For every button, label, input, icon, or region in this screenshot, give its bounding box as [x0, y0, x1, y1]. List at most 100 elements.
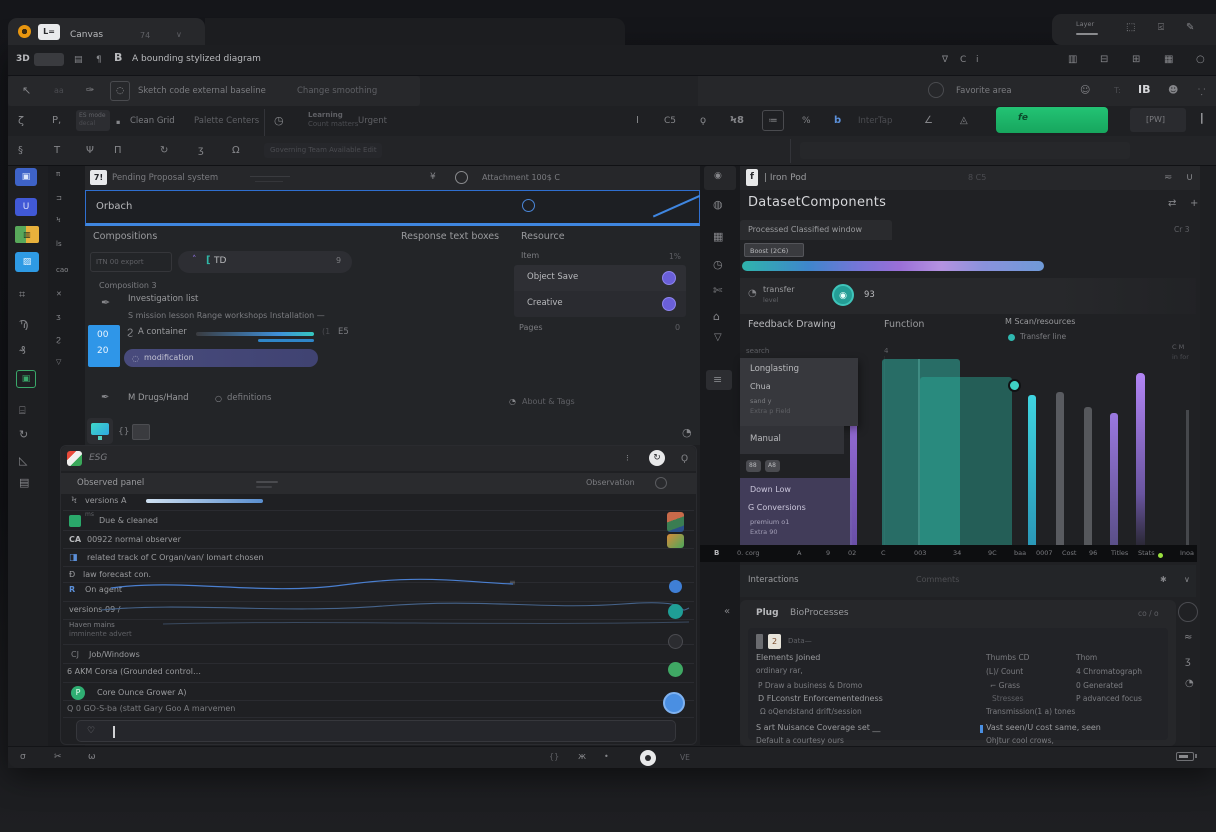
plug-left-row[interactable]: Elements Joined [756, 654, 820, 663]
tab-title[interactable]: Canvas [70, 31, 103, 41]
plug-left-row[interactable]: S art Nuisance Coverage set __ [756, 724, 880, 733]
rail-approx-icon[interactable]: ≈ [1184, 632, 1192, 643]
plug-left-row[interactable]: ordinary rar, [756, 667, 803, 675]
angle-tool-icon[interactable]: ∠ [924, 115, 933, 126]
shear-tool-icon[interactable]: ʒ [198, 145, 204, 156]
plug-right-row-a[interactable]: ⌐ Grass [990, 682, 1020, 690]
menu-item-downlow[interactable]: Down Low [750, 486, 791, 495]
toggle-on-icon[interactable] [662, 271, 676, 285]
menu-item-conversions[interactable]: G Conversions [748, 504, 806, 513]
container-row-label[interactable]: A container [138, 328, 187, 337]
branch-tool-icon[interactable]: Ψ [86, 145, 94, 156]
braces-chip[interactable]: {} [118, 428, 129, 438]
menu-item-chua[interactable]: Chua [750, 383, 771, 392]
bioprocesses-label[interactable]: BioProcesses [790, 609, 849, 619]
columns-icon[interactable]: ▥ [1068, 54, 1077, 65]
resource-footer-label[interactable]: About & Tags [522, 398, 575, 407]
smiley-icon[interactable]: ☺ [1080, 85, 1090, 96]
filter-icon[interactable]: ∇ [942, 55, 948, 65]
grid-icon[interactable]: ⊞ [1132, 54, 1140, 65]
context-menu-top[interactable]: Longlasting Chua sand y Extra p Field [740, 358, 858, 426]
plug-left-row[interactable]: D FLconstr Enforcementedness [758, 695, 883, 704]
print-icon[interactable]: ⊟ [1100, 54, 1108, 65]
pw-chip[interactable]: [PW] [1130, 108, 1186, 132]
console-subheader-left[interactable]: Observed panel [77, 479, 144, 488]
boost-chip[interactable]: Boost (2C6) [744, 243, 804, 257]
context-menu-manual[interactable]: Manual [740, 426, 844, 454]
tool-shape-green-outline[interactable]: ▣ [16, 370, 36, 388]
person-icon[interactable]: ☻ [1168, 85, 1178, 96]
resource-pages-label[interactable]: Pages [519, 324, 543, 333]
layer-tool-label[interactable]: Layer [1076, 21, 1094, 28]
console-row[interactable]: Due & cleaned [99, 517, 158, 526]
blue-b-icon[interactable]: b [834, 115, 841, 126]
ib-button[interactable]: IB [1138, 84, 1150, 96]
menu-chip-88[interactable]: 88 [746, 460, 761, 472]
search-mini-label[interactable]: search [746, 348, 769, 356]
hamburger-icon[interactable]: ≡ [713, 373, 722, 386]
cursor-tool-icon[interactable]: ↖ [22, 84, 31, 97]
bar-cyan-thin[interactable] [1028, 395, 1036, 545]
tool-shape-skyblue[interactable]: ▨ [15, 252, 39, 272]
board-center-icon[interactable] [522, 199, 535, 212]
hash-tool-icon[interactable]: ⌗ [19, 288, 25, 302]
avatar-thumb-multicolor[interactable] [667, 512, 684, 532]
yen-icon[interactable]: ¥ [430, 172, 436, 182]
console-row[interactable]: Job/Windows [89, 651, 140, 660]
console-row[interactable]: related track of C Organ/van/ lomart cho… [87, 554, 264, 563]
outline-icon[interactable]: ▤ [74, 55, 83, 65]
status-badge-blue[interactable] [669, 580, 682, 593]
interactions-label[interactable]: Interactions [748, 576, 799, 585]
tool-shape-blue[interactable]: ▣ [15, 168, 37, 186]
urgent-label[interactable]: Urgent [358, 117, 387, 126]
c5-tool-icon[interactable]: C5 [664, 116, 676, 126]
inactive-tab-strip[interactable] [205, 18, 625, 45]
console-menu-dots-icon[interactable]: ⁝ [626, 454, 629, 464]
status-badge-ring[interactable] [668, 634, 683, 649]
fork-tool-icon[interactable]: Ϡ [19, 318, 29, 331]
scissors-icon[interactable]: ✄ [713, 284, 722, 297]
bar-gray-2[interactable] [1084, 407, 1092, 545]
plug-right-row-a[interactable]: Thumbs CD [986, 654, 1029, 662]
grid-panel-icon[interactable]: ⌸ [19, 404, 26, 418]
fiftyeight-icon[interactable]: Ϟ8 [730, 115, 744, 126]
table-icon[interactable]: ▦ [713, 230, 723, 243]
ruler-chip[interactable]: ≔ [762, 110, 784, 131]
approx-icon[interactable]: ≂ [1164, 172, 1172, 183]
plug-left-row[interactable]: Ω oQendstand drift/session [760, 708, 862, 716]
marquee-icon[interactable]: ⬚ [1126, 22, 1135, 33]
bucket-tool-icon[interactable]: ◬ [960, 115, 968, 126]
rotate-tool-icon[interactable]: ↻ [160, 145, 168, 156]
history-icon[interactable]: ↻ [19, 428, 28, 441]
active-tab[interactable]: L= Canvas 74 ∨ [8, 18, 205, 46]
quarter-circle-icon[interactable]: ◔ [682, 426, 692, 439]
style-tool-icon[interactable]: § [18, 145, 23, 156]
clean-grid-label[interactable]: Clean Grid [130, 117, 175, 126]
clock-icon[interactable]: ◷ [274, 114, 284, 127]
comment-input[interactable]: ♡ [76, 720, 676, 742]
plug-title[interactable]: Plug [756, 609, 779, 619]
plug-right-row-a[interactable]: Stresses [992, 695, 1024, 703]
export-input-value[interactable]: TD [214, 257, 226, 267]
status-badge-teal[interactable] [668, 604, 683, 619]
wedge-tool-icon[interactable]: ◺ [19, 454, 27, 467]
resource-row-object-save[interactable]: Object Save [514, 265, 686, 291]
add-icon[interactable]: + [1190, 198, 1198, 209]
tool-shape-indigo[interactable]: U [15, 198, 37, 216]
avatar-thumb-orange[interactable] [667, 534, 684, 548]
toggle-on-icon[interactable] [662, 297, 676, 311]
bar-purple-2[interactable] [1110, 413, 1118, 545]
bar-purple-bright[interactable] [1136, 373, 1145, 545]
subheader-refresh-icon[interactable] [655, 477, 667, 489]
anchor-tool-icon[interactable]: σ [20, 752, 26, 762]
spark-icon[interactable]: ✱ [1160, 575, 1167, 584]
gray-thumbnail[interactable] [132, 424, 150, 440]
rail-quarter-icon[interactable]: ◔ [1185, 678, 1194, 689]
pen-nib-icon[interactable]: ✒ [101, 296, 110, 309]
eye-icon[interactable]: ◉ [714, 171, 722, 181]
composition-group-label[interactable]: Composition 3 [99, 282, 157, 291]
lasso-tool-icon[interactable]: ζ [18, 114, 24, 127]
mode-pill[interactable] [34, 53, 64, 66]
screen-thumbnail[interactable] [87, 418, 113, 444]
wave-icon[interactable]: ω [88, 752, 96, 762]
